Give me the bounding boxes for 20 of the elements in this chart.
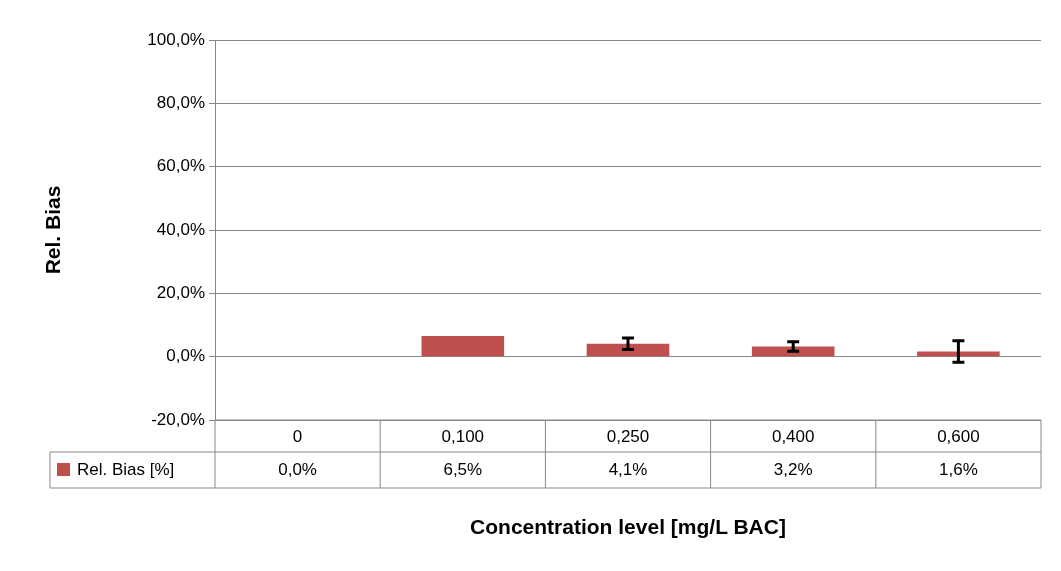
x-tick-label: 0: [292, 426, 303, 446]
x-tick-label: 0,400: [771, 426, 815, 446]
y-tick-label: 40,0%: [156, 219, 205, 239]
x-tick-label: 0,600: [937, 426, 980, 446]
y-tick-label: 100,0%: [147, 29, 205, 49]
x-axis-title: Concentration level [mg/L BAC]: [470, 515, 786, 539]
y-tick-label: 20,0%: [156, 283, 205, 303]
data-label: 3,2%: [773, 459, 813, 479]
x-tick-label: 0,100: [441, 426, 485, 446]
legend-label: Rel. Bias [%]: [77, 459, 175, 479]
x-tick-label: 0,250: [606, 426, 650, 446]
y-tick-label: -20,0%: [151, 409, 205, 429]
data-label: 6,5%: [443, 459, 483, 479]
y-axis-title: Rel. Bias: [41, 185, 65, 275]
data-label: 4,1%: [608, 459, 648, 479]
y-tick-label: 0,0%: [166, 346, 205, 366]
data-label: 1,6%: [939, 459, 978, 479]
y-tick-label: 60,0%: [156, 156, 205, 176]
y-tick-label: 80,0%: [156, 93, 205, 113]
data-label: 0,0%: [278, 459, 317, 479]
